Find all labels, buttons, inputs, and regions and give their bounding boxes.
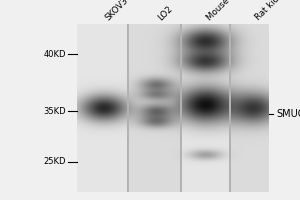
Text: 25KD: 25KD: [44, 157, 66, 166]
Text: Rat kidney: Rat kidney: [254, 0, 292, 22]
Text: 40KD: 40KD: [44, 50, 66, 59]
Text: SMUG1: SMUG1: [276, 109, 300, 119]
Text: SKOV3: SKOV3: [103, 0, 130, 22]
Text: 35KD: 35KD: [44, 107, 66, 116]
Text: LO2: LO2: [156, 4, 174, 22]
Text: Mouse liver: Mouse liver: [206, 0, 247, 22]
